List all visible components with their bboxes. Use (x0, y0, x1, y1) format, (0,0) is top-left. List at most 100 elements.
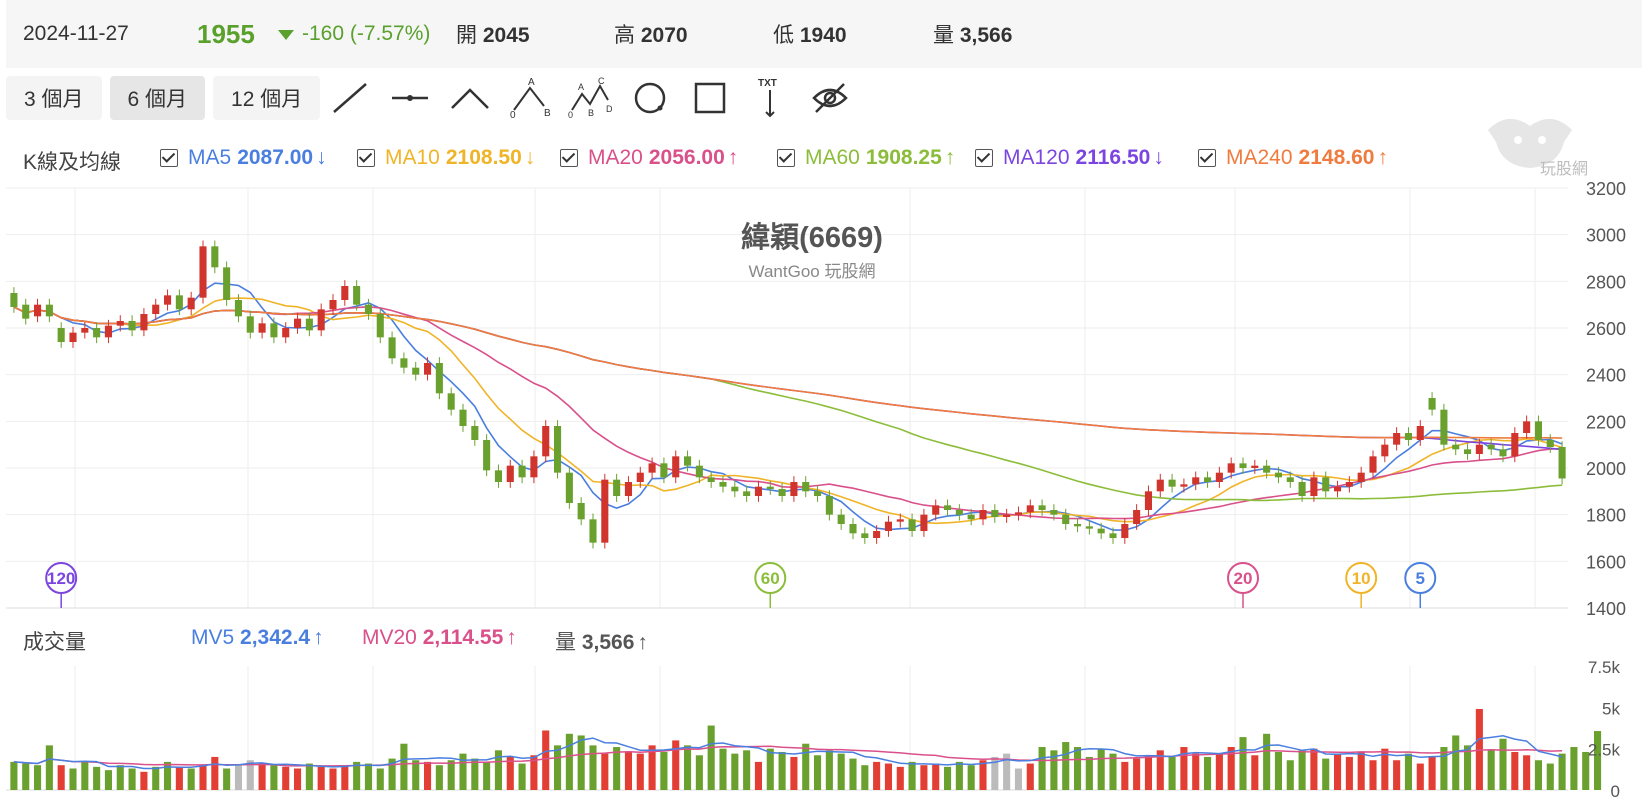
volume-bar (353, 761, 361, 790)
candle-body (743, 491, 751, 496)
ma-title: K線及均線 (23, 151, 122, 174)
volume-bar (187, 768, 195, 790)
candle-body (187, 297, 195, 310)
ma-name: MA240 (1226, 146, 1293, 169)
ma240-line (13, 306, 1563, 439)
ma-toggle-ma60[interactable]: MA60 1908.25 ↑ (777, 146, 955, 170)
angle-tool-icon[interactable] (448, 76, 492, 120)
candle-body (234, 300, 242, 317)
ma-name: MA5 (188, 146, 232, 169)
mv-direction: ↑ (637, 631, 648, 654)
candle-body (1097, 528, 1105, 534)
candle-body (1003, 514, 1011, 517)
marker-circle (1227, 562, 1259, 594)
svg-text:D: D (606, 104, 612, 114)
volume-bar (459, 753, 467, 790)
marker-circle (754, 562, 787, 594)
volume-bar (400, 743, 408, 790)
mv5-line (13, 735, 1563, 770)
abc-pattern-tool-icon[interactable]: A B 0 (508, 76, 552, 120)
checkbox-icon[interactable] (560, 149, 578, 167)
ma-toggle-ma20[interactable]: MA20 2056.00 ↑ (560, 146, 738, 170)
volume-bar (1334, 753, 1342, 790)
volume-bar (601, 753, 609, 790)
circle-tool-icon[interactable] (628, 76, 672, 120)
checkbox-icon[interactable] (357, 149, 375, 167)
candle-body (1428, 398, 1436, 410)
ma-toggle-ma5[interactable]: MA5 2087.00 ↓ (160, 146, 327, 170)
ma-toggle-ma120[interactable]: MA120 2116.50 ↓ (975, 146, 1164, 170)
candle-body (57, 328, 65, 342)
ma-value: 1908.25 (865, 146, 942, 169)
candle-body (447, 393, 455, 410)
volume-bar (672, 740, 680, 790)
candle-body (979, 510, 987, 520)
open-label: 開 (456, 24, 477, 47)
volume-bar (766, 748, 774, 790)
candle-body (1357, 472, 1365, 482)
range-6m-button[interactable]: 6 個月 (109, 76, 206, 120)
candle-body (1239, 463, 1247, 468)
mv-item: 量 3,566 ↑ (555, 626, 648, 656)
volume-bar (814, 755, 822, 790)
hide-drawings-icon[interactable] (808, 76, 852, 120)
abcd-pattern-tool-icon[interactable]: A C B D 0 (568, 76, 612, 120)
volume-bar (305, 763, 313, 790)
candle-body (766, 486, 774, 489)
candle-body (837, 514, 845, 524)
volume-bar (991, 756, 999, 790)
candle-body (542, 426, 550, 457)
volume-bar (1452, 735, 1460, 790)
volume-bar (1014, 768, 1022, 790)
candle-body (1050, 510, 1058, 515)
range-3m-button[interactable]: 3 個月 (6, 76, 102, 120)
candle-body (802, 482, 810, 492)
volume-bar (1156, 750, 1164, 790)
volume-bar (790, 756, 798, 790)
line-tool-icon[interactable] (328, 76, 372, 120)
candle-body (329, 300, 337, 310)
candle-body (518, 465, 526, 478)
volume-bar (955, 761, 963, 790)
high-value: 2070 (640, 24, 688, 47)
candle-body (1192, 477, 1200, 485)
svg-text:B: B (544, 108, 551, 119)
candle-body (412, 367, 420, 375)
candle-body (400, 358, 408, 368)
candle-body (1464, 449, 1472, 454)
volume-bar (1263, 733, 1271, 790)
volume-bar (364, 763, 372, 790)
candle-body (565, 472, 573, 503)
ma-value: 2056.00 (648, 146, 725, 169)
horizontal-line-tool-icon[interactable] (388, 76, 432, 120)
volume-bar (483, 761, 491, 790)
ma-toggle-ma10[interactable]: MA10 2108.50 ↓ (357, 146, 535, 170)
candle-body (1109, 533, 1117, 538)
volume-bar (57, 765, 65, 790)
volume-bar (979, 760, 987, 790)
checkbox-icon[interactable] (777, 149, 795, 167)
text-tool-icon[interactable]: TXT (748, 76, 792, 120)
volume-bar (258, 763, 266, 790)
rectangle-tool-icon[interactable] (688, 76, 732, 120)
candle-body (1133, 510, 1141, 524)
checkbox-icon[interactable] (975, 149, 993, 167)
candle-body (884, 521, 892, 531)
range-12m-button[interactable]: 12 個月 (213, 76, 321, 120)
marker-label: 5 (1416, 569, 1425, 588)
checkbox-icon[interactable] (1198, 149, 1216, 167)
volume-bar (282, 766, 290, 790)
candle-body (861, 533, 869, 538)
down-triangle-icon (278, 30, 294, 40)
ma-toggle-ma240[interactable]: MA240 2148.60 ↑ (1198, 146, 1388, 170)
volume-bar (884, 763, 892, 790)
volume-bar (967, 765, 975, 790)
candle-body (1156, 479, 1164, 492)
quote-open: 開 2045 (456, 19, 530, 49)
candle-body (506, 465, 514, 482)
volume-bar (164, 761, 172, 790)
mv-name: MV5 (191, 626, 241, 649)
candle-body (1345, 482, 1353, 487)
checkbox-icon[interactable] (160, 149, 178, 167)
candle-body (270, 323, 278, 338)
